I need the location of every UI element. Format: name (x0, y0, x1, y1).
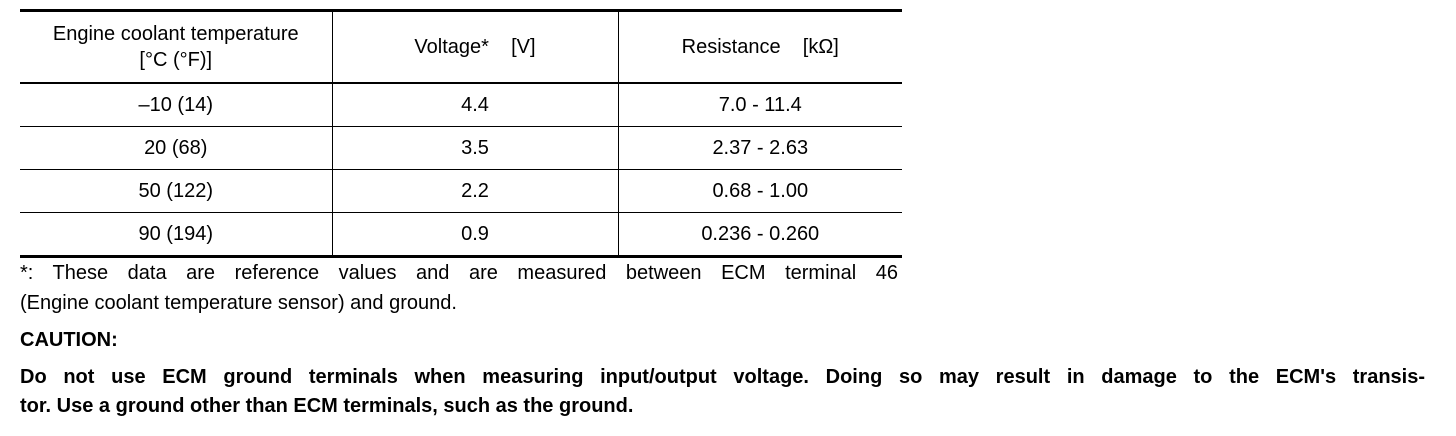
table-row: –10 (14) 4.4 7.0 - 11.4 (20, 83, 902, 127)
table-cell: 90 (194) (20, 212, 332, 258)
header-text: [°C (°F)] (139, 49, 213, 71)
caution-line: Do not use ECM ground terminals when mea… (20, 366, 1425, 388)
footnote: *: These data are reference values and a… (20, 258, 898, 318)
header-cell: Engine coolant temperature [°C (°F)] (20, 9, 332, 84)
caution-text: Do not use ECM ground terminals when mea… (20, 363, 1425, 421)
table-cell: 20 (68) (20, 126, 332, 170)
header-cell: Voltage* [V] (331, 9, 618, 84)
header-text: Resistance [kΩ] (681, 36, 839, 58)
table-cell: 0.236 - 0.260 (617, 212, 902, 258)
table-cell: 2.37 - 2.63 (617, 126, 902, 170)
caution-line: tor. Use a ground other than ECM termina… (20, 395, 634, 417)
caution-title: CAUTION: (20, 329, 118, 351)
table-cell: 0.9 (331, 212, 618, 258)
table-cell: 4.4 (331, 83, 618, 127)
table-cell: 0.68 - 1.00 (617, 169, 902, 213)
header-text: Voltage* [V] (414, 36, 536, 58)
footnote-line: *: These data are reference values and a… (20, 262, 898, 284)
table-cell: 7.0 - 11.4 (617, 83, 902, 127)
table-cell: –10 (14) (20, 83, 332, 127)
footnote-line: (Engine coolant temperature sensor) and … (20, 292, 457, 314)
table-body: –10 (14) 4.4 7.0 - 11.4 20 (68) 3.5 2.37 - 2.… (20, 83, 902, 258)
table-row: 50 (122) 2.2 0.68 - 1.00 (20, 169, 902, 213)
table-cell: 2.2 (331, 169, 618, 213)
table-row: 90 (194) 0.9 0.236 - 0.260 (20, 212, 902, 258)
data-table: Engine coolant temperature [°C (°F)] Volta… (20, 9, 902, 258)
table-cell: 3.5 (331, 126, 618, 170)
header-cell: Resistance [kΩ] (617, 9, 902, 84)
header-row: Engine coolant temperature [°C (°F)] Volta… (20, 9, 902, 84)
table-cell: 50 (122) (20, 169, 332, 213)
header-text: Engine coolant temperature (52, 23, 299, 45)
table-row: 20 (68) 3.5 2.37 - 2.63 (20, 126, 902, 170)
